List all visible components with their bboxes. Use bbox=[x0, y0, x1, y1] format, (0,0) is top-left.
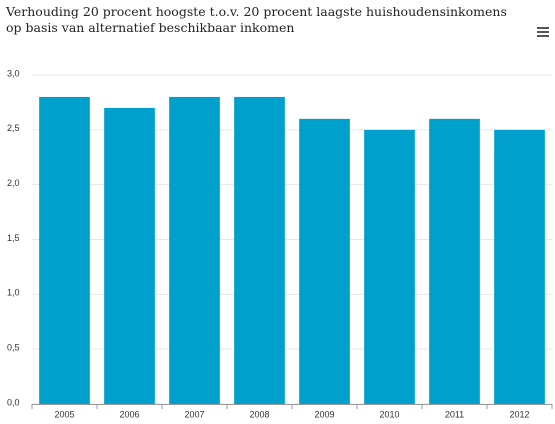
bar bbox=[104, 107, 155, 405]
menu-icon[interactable] bbox=[537, 27, 549, 37]
bar bbox=[429, 118, 480, 404]
bar bbox=[169, 96, 220, 404]
menu-bar bbox=[537, 35, 549, 37]
menu-bar bbox=[537, 31, 549, 33]
y-tick-label: 1,0 bbox=[7, 288, 20, 298]
y-tick-label: 0,0 bbox=[7, 397, 20, 407]
x-tick-label: 2006 bbox=[119, 409, 139, 419]
y-tick-label: 1,5 bbox=[7, 233, 20, 243]
x-tick-label: 2011 bbox=[445, 409, 464, 419]
x-tick-label: 2007 bbox=[184, 409, 204, 419]
x-tick-label: 2012 bbox=[509, 409, 529, 419]
bar bbox=[39, 96, 90, 404]
x-tick-label: 2009 bbox=[314, 409, 334, 419]
y-tick-label: 3,0 bbox=[7, 68, 20, 78]
bar bbox=[234, 96, 285, 404]
y-tick-label: 0,5 bbox=[7, 343, 20, 353]
bar bbox=[494, 129, 545, 405]
x-tick-label: 2005 bbox=[54, 409, 74, 419]
chart-title: Verhouding 20 procent hoogste t.o.v. 20 … bbox=[6, 4, 507, 35]
x-tick-label: 2008 bbox=[249, 409, 269, 419]
x-tick-label: 2010 bbox=[379, 409, 399, 419]
menu-bar bbox=[537, 27, 549, 29]
bar bbox=[299, 118, 350, 404]
bar bbox=[364, 129, 415, 405]
y-tick-label: 2,5 bbox=[7, 123, 20, 133]
y-tick-label: 2,0 bbox=[7, 178, 20, 188]
